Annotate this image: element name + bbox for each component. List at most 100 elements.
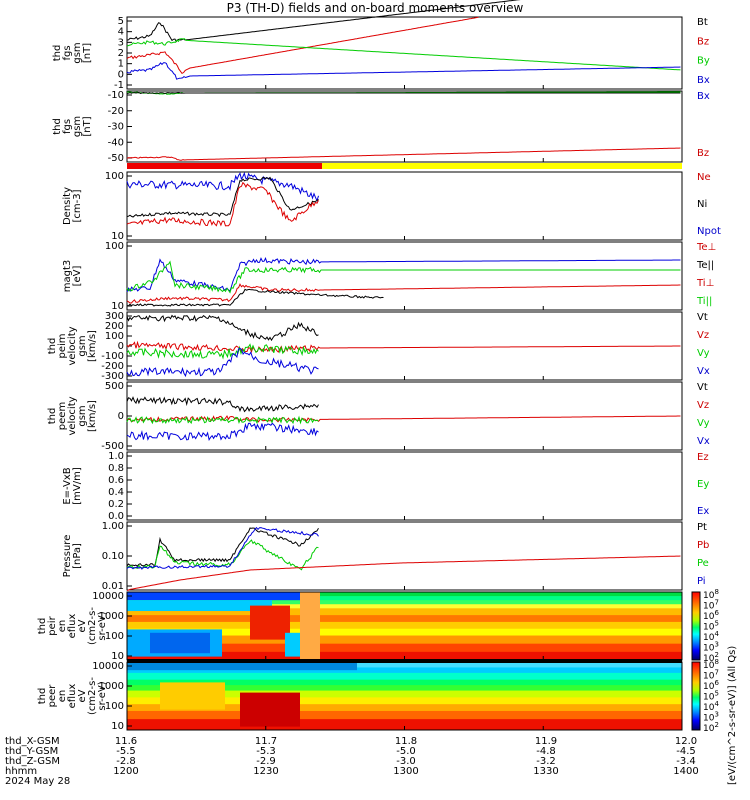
y-tick-pressure: 0.01 [102,581,124,592]
peer-spectrogram-band [127,679,682,686]
legend-Ez: Ez [697,452,709,463]
legend-By: By [697,56,710,67]
y-tick-peim: 100 [105,331,124,342]
Te-par-trace [126,288,384,307]
y-tick-peim: 300 [105,311,124,322]
legend-Pt: Pt [697,522,707,533]
legend-Vt: Vt [697,382,708,393]
Pt-trace [126,527,319,567]
peir-spectrogram-band [127,596,682,601]
ephem-val: 1300 [393,766,419,777]
legend-Bx: Bx [697,75,710,86]
y-axis-label-peem: [km/s] [87,400,98,432]
y-tick-fgs_dsl: -50 [108,153,124,164]
y-axis-label-peir: (cm2-s- [87,607,98,645]
Vz-peim [126,340,681,354]
peer-spectrogram-patch [240,692,300,727]
Bz-trace [126,16,479,75]
y-tick-peim: -200 [101,361,124,372]
y-tick-efield: 0.4 [108,487,124,498]
y-tick-peem: 0 [118,411,124,422]
ephem-val: 1400 [673,766,699,777]
ephem-val: -5.0 [396,746,416,757]
ephem-col-0: 11.6 -5.5 -2.8 1200 [96,737,156,777]
y-tick-peir: 10000 [92,591,124,602]
y-axis-label-peem: gsm [77,405,88,426]
y-tick-fgs_dsl: -30 [108,122,124,133]
ephem-val: 1200 [113,766,139,777]
y-tick-pressure: 1.00 [102,521,124,532]
By-trace [126,38,681,71]
ephem-val: 11.7 [254,736,278,747]
y-axis-label-peem: thd [47,408,58,425]
y-axis-label-peir: eflux [67,614,78,639]
y-tick-fgs: 2 [118,48,124,59]
legend-Bx: Bx [697,91,710,102]
peir-spectrogram-band [127,615,682,623]
y-tick-fgs: 4 [118,27,124,38]
ephemeris-labels: thd_X-GSM thd_Y-GSM thd_Z-GSM hhmm 2024 … [5,737,70,787]
y-axis-label-peir: sr-eV) [97,611,108,640]
y-tick-peir: 1000 [99,611,124,622]
legend-Vy: Vy [697,348,710,359]
y-tick-peer: 10000 [92,661,124,672]
y-axis-label-peim: velocity [67,326,78,365]
peir-spectrogram-band [127,621,682,630]
legend-Bz: Bz [697,148,709,159]
ephem-val: 11.6 [114,736,138,747]
ephem-col-4: 12.0 -4.5 -3.4 1400 [656,737,716,777]
y-tick-fgs_dsl: -10 [108,90,124,101]
y-axis-label-fgs_dsl: fgs [62,119,73,134]
peir-spectrogram-band [127,604,682,609]
y-tick-fgs: 1 [118,59,124,70]
y-axis-label-peer: (cm2-s- [87,677,98,715]
Ni-trace [126,176,319,218]
ephem-val: -4.5 [676,746,696,757]
y-axis-label-fgs_dsl: [nT] [82,116,93,136]
ephem-val: -2.8 [116,756,136,767]
Npot-trace [126,171,319,202]
y-tick-peim: -300 [101,371,124,382]
y-axis-label-fgs: [nT] [82,43,93,63]
y-tick-peer: 100 [105,701,124,712]
peir-spectrogram-band [127,608,682,616]
ephem-col-3: 11.9 -4.8 -3.2 1330 [516,737,576,777]
y-axis-label-peer: thd [37,688,48,705]
ephem-val: -5.5 [116,746,136,757]
y-tick-peem: -500 [101,441,124,452]
y-tick-peir: 10 [111,651,124,662]
y-axis-label-peer: eflux [67,684,78,709]
Pi-trace [126,526,319,570]
panel-frame-efield [126,451,683,521]
y-axis-label-fgs: fgs [62,45,73,60]
peer-spectrogram-band [127,685,682,692]
y-axis-label-peer: sr-eV) [97,681,108,710]
peer-spectrogram-band [127,710,682,720]
Bt-trace [126,0,521,43]
legend-Vy: Vy [697,418,710,429]
legend-Bz: Bz [697,36,709,47]
peer-spectrogram-band [127,662,682,668]
y-axis-label-pressure: [nPa] [72,543,83,569]
y-axis-label-fgs: thd [52,45,63,62]
peer-spectrogram-patch [127,662,357,671]
legend-Vx: Vx [697,366,710,377]
legend-Vz: Vz [697,400,709,411]
ephem-label: hhmm [5,766,38,777]
peir-spectrogram-band [127,643,682,653]
y-axis-label-peim: thd [47,338,58,355]
y-tick-efield: 0.0 [108,511,124,522]
panel-frame-peem [126,381,683,451]
y-axis-label-peir: thd [37,618,48,635]
ephem-val: -5.3 [256,746,276,757]
y-axis-label-peim: gsm [77,335,88,356]
Pb-trace [126,555,681,591]
peir-spectrogram-band [127,600,682,605]
y-tick-peer: 1000 [99,681,124,692]
y-axis-label-peir: peir [47,615,58,635]
ephem-label: thd_X-GSM [5,736,60,747]
legend-Pb: Pb [697,540,709,551]
Bx-trace [126,62,681,80]
ephem-label: thd_Z-GSM [5,756,60,767]
